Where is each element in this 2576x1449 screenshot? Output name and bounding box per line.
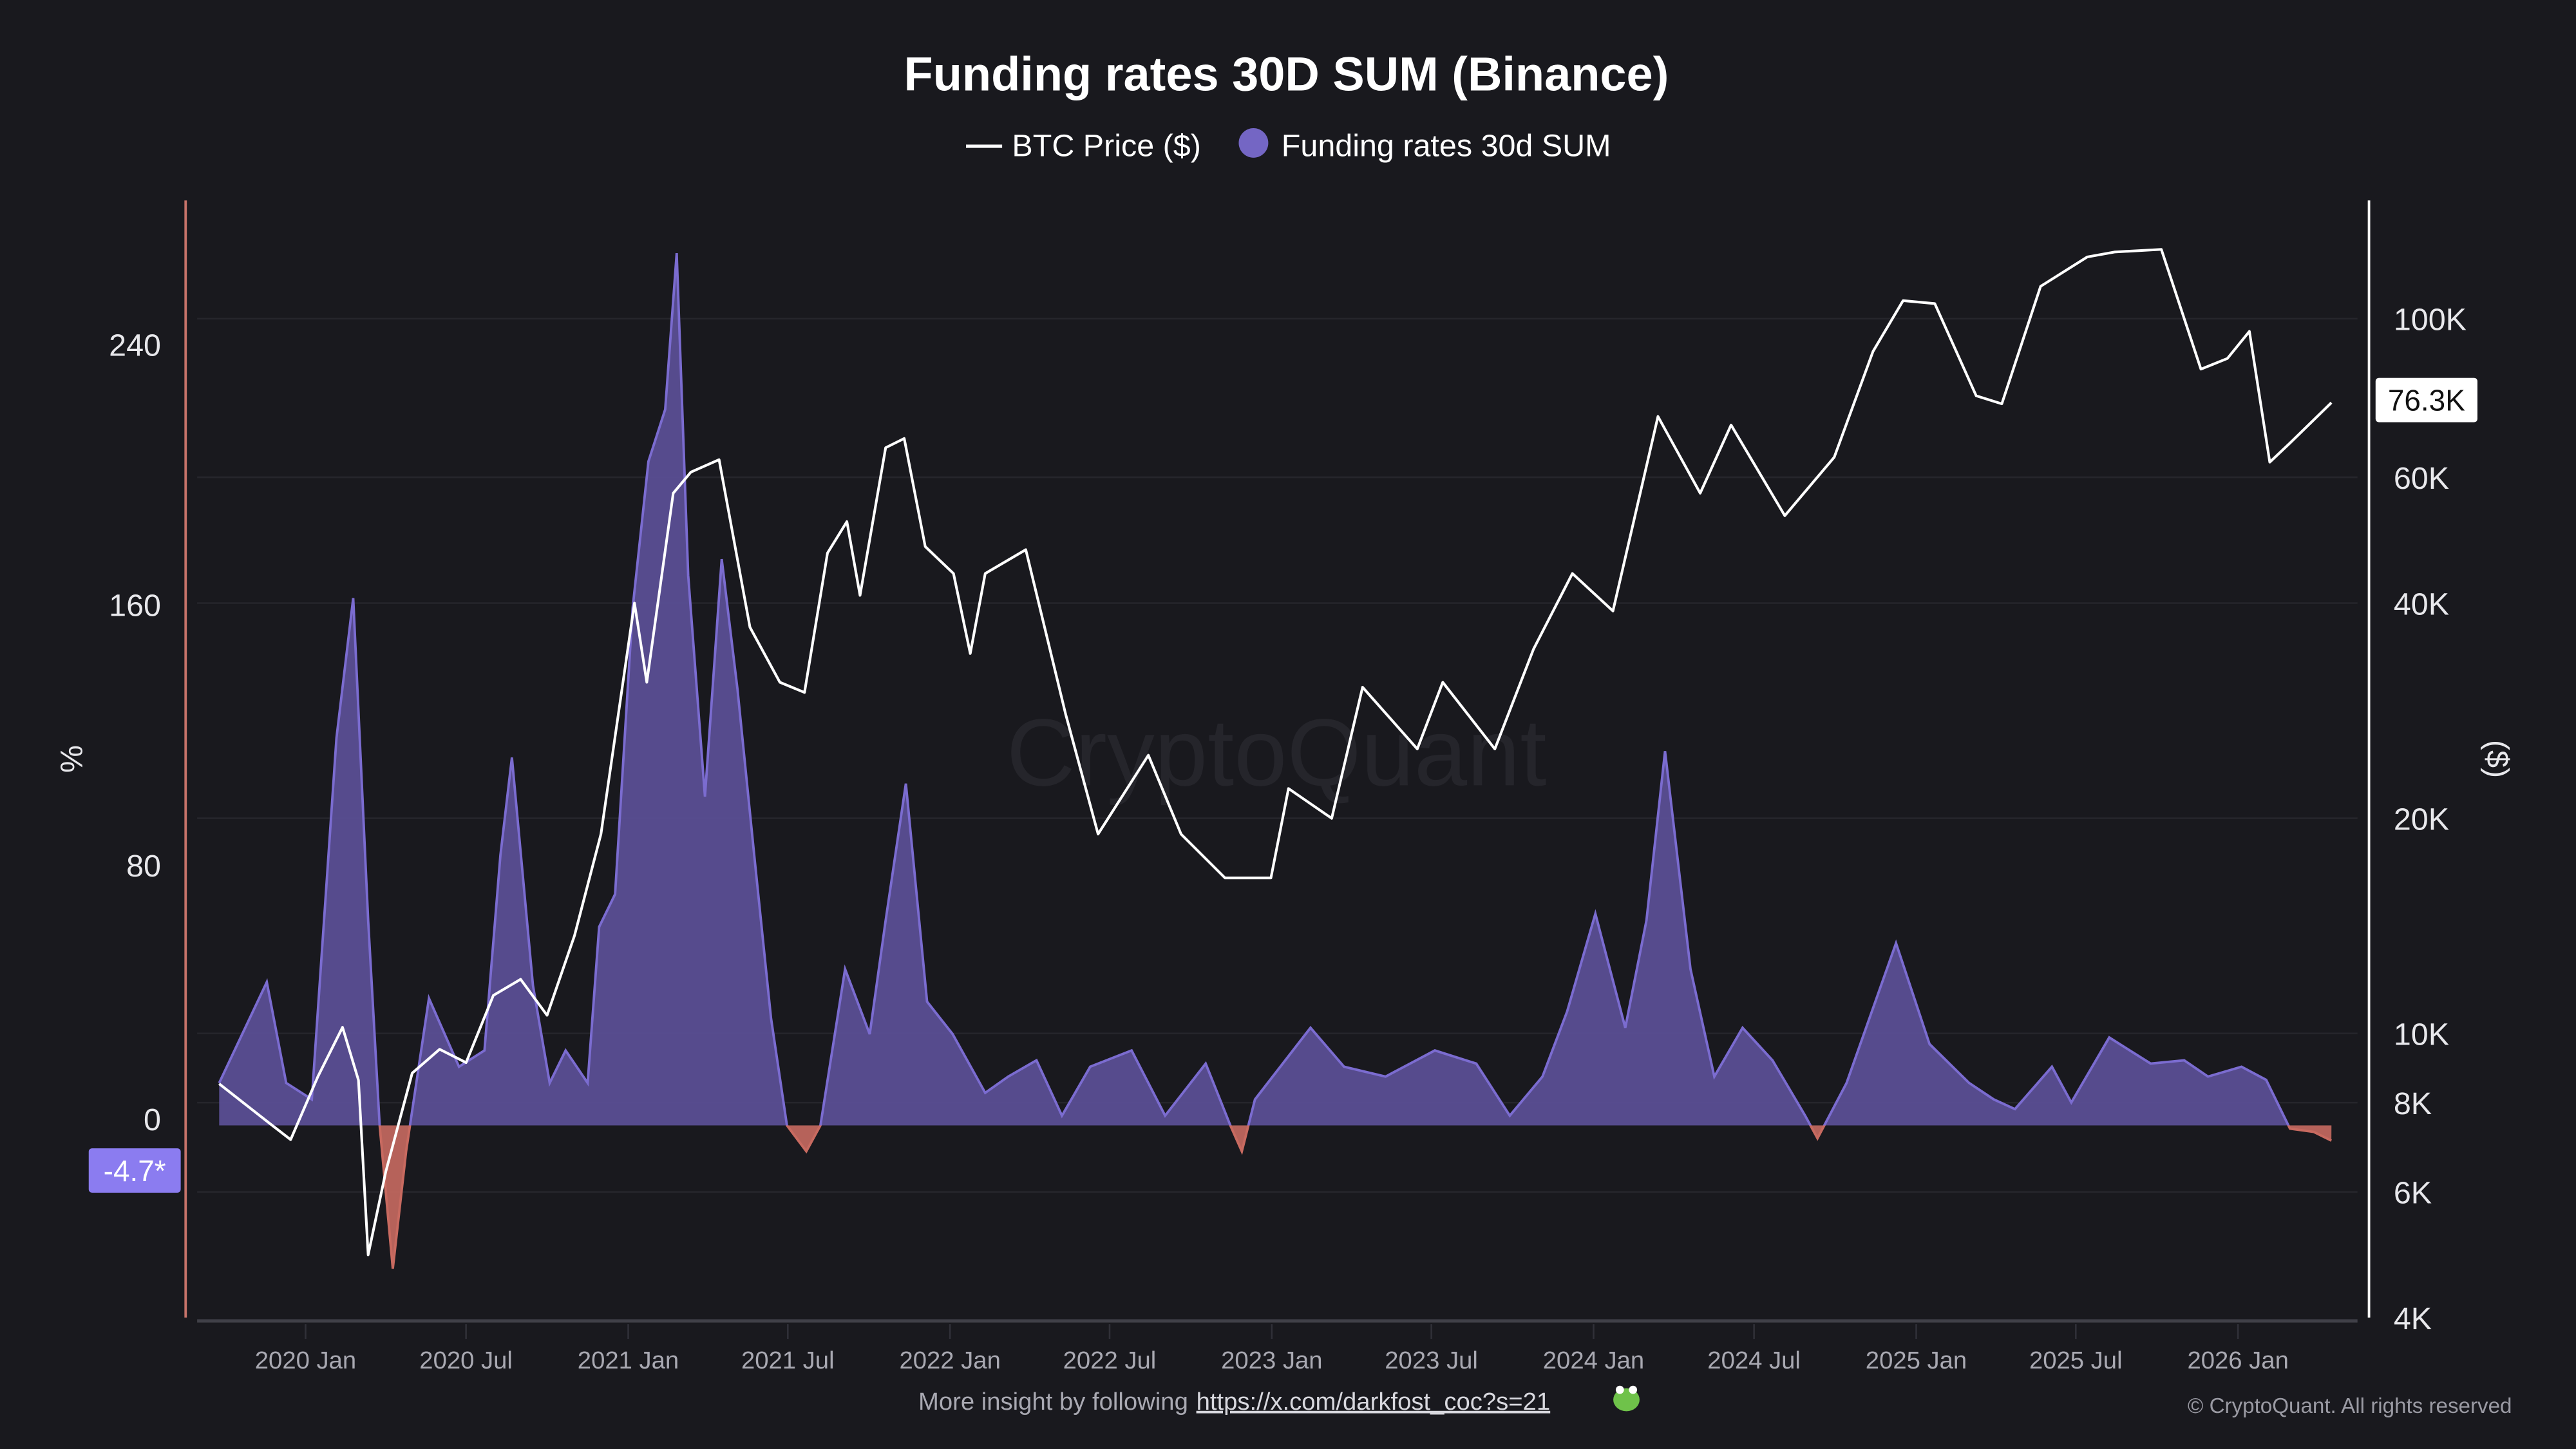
x-tick-label: 2025 Jan	[1866, 1347, 1967, 1374]
right-tick-label: 6K	[2394, 1176, 2432, 1211]
right-tick-label: 100K	[2394, 303, 2467, 337]
funding-last-value-badge: -4.7*	[88, 1148, 181, 1193]
x-tick-label: 2024 Jul	[1707, 1347, 1801, 1374]
left-tick-label: 80	[126, 849, 161, 884]
price-last-value: 76.3K	[2388, 384, 2465, 417]
footer-text: More insight by following https://x.com/d…	[918, 1388, 1550, 1416]
watermark: CryptoQuant	[1007, 699, 1547, 806]
right-tick-label: 20K	[2394, 802, 2449, 837]
footer-prefix: More insight by following	[918, 1388, 1188, 1416]
legend-funding-label[interactable]: Funding rates 30d SUM	[1282, 128, 1611, 163]
left-tick-label: 240	[109, 328, 161, 363]
series-layer	[218, 248, 2333, 1269]
legend-funding-swatch	[1238, 128, 1269, 158]
x-tick-label: 2021 Jul	[741, 1347, 835, 1374]
x-tick-label: 2023 Jul	[1385, 1347, 1478, 1374]
btc-price-line	[218, 248, 2333, 1256]
left-tick-label: 0	[144, 1103, 161, 1137]
x-tick-label: 2023 Jan	[1221, 1347, 1322, 1374]
price-last-value-badge: 76.3K	[2375, 377, 2477, 422]
x-tick-label: 2026 Jan	[2187, 1347, 2288, 1374]
right-tick-label: 40K	[2394, 587, 2449, 621]
x-tick-label: 2022 Jul	[1063, 1347, 1157, 1374]
x-axis-ticks: 2020 Jan 2020 Jul 2021 Jan 2021 Jul 2022 Jan…	[255, 1324, 2289, 1374]
x-tick-label: 2020 Jul	[419, 1347, 513, 1374]
legend-price-label[interactable]: BTC Price ($)	[1012, 128, 1200, 163]
right-axis-ticks: 100K 60K 40K 20K 10K 8K 6K 4K	[2394, 303, 2467, 1336]
footer-link[interactable]: https://x.com/darkfost_coc?s=21	[1197, 1388, 1551, 1416]
copyright: © CryptoQuant. All rights reserved	[2188, 1394, 2512, 1418]
right-tick-label: 4K	[2394, 1302, 2432, 1336]
frog-emoji-icon	[1613, 1385, 1640, 1412]
funding-last-value: -4.7*	[104, 1154, 166, 1188]
x-tick-label: 2021 Jan	[578, 1347, 679, 1374]
left-axis-ticks: 240 160 80 0	[109, 328, 161, 1137]
chart-title: Funding rates 30D SUM (Binance)	[904, 47, 1669, 100]
x-tick-label: 2024 Jan	[1543, 1347, 1644, 1374]
left-tick-label: 160	[109, 589, 161, 623]
funding-area-positive	[219, 253, 2332, 1126]
right-tick-label: 8K	[2394, 1086, 2432, 1121]
funding-line	[218, 252, 2290, 1126]
right-axis-label: ($)	[2480, 740, 2515, 778]
right-tick-label: 60K	[2394, 461, 2449, 496]
left-axis-label: %	[55, 745, 90, 773]
right-tick-label: 10K	[2394, 1017, 2449, 1052]
x-tick-label: 2022 Jan	[899, 1347, 1000, 1374]
x-tick-label: 2025 Jul	[2029, 1347, 2123, 1374]
x-tick-label: 2020 Jan	[255, 1347, 356, 1374]
legend: BTC Price ($) Funding rates 30d SUM	[966, 128, 1611, 163]
